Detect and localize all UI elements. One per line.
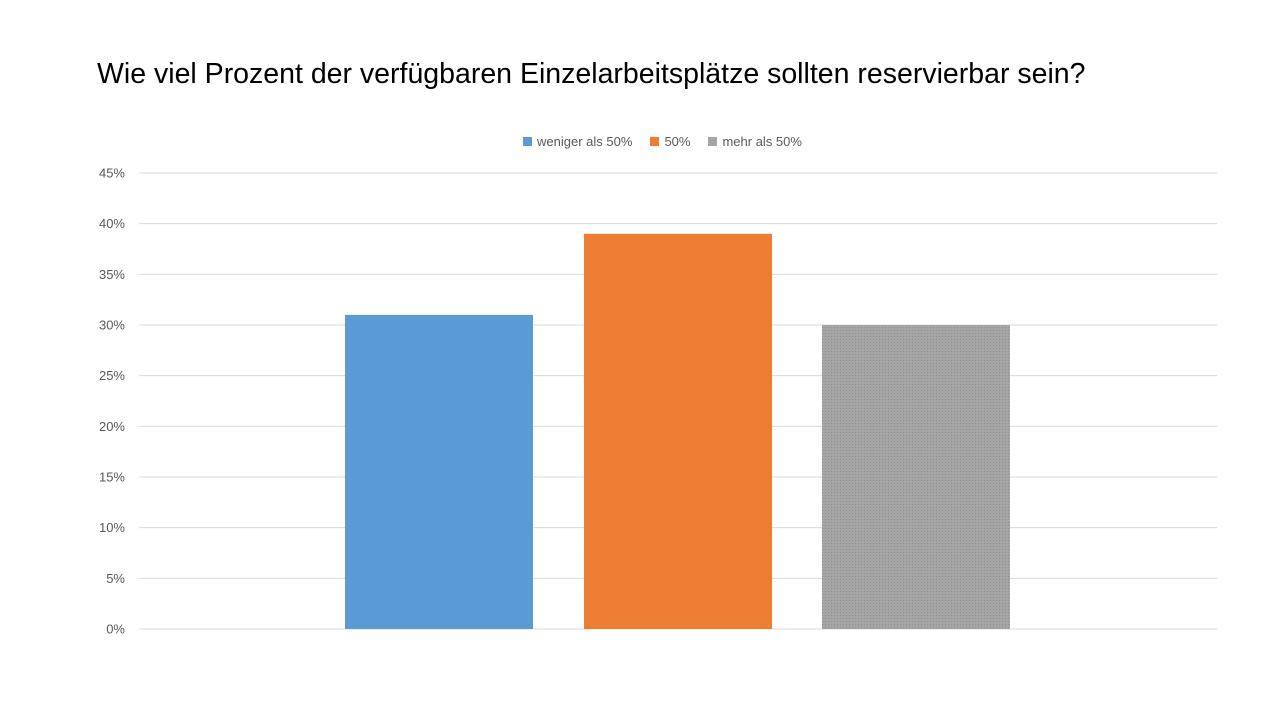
y-tick-label: 30%: [99, 318, 125, 333]
bar-50: [584, 233, 772, 630]
slide-title: Wie viel Prozent der verfügbaren Einzela…: [97, 58, 1086, 90]
y-tick-label: 15%: [99, 470, 125, 485]
legend-label-weniger: weniger als 50%: [537, 134, 633, 149]
y-tick-label: 20%: [99, 419, 125, 434]
legend-label-mehr: mehr als 50%: [722, 134, 802, 149]
legend-item-weniger: weniger als 50%: [523, 134, 632, 149]
legend-swatch-weniger: [523, 137, 533, 146]
legend-item-mehr: mehr als 50%: [708, 134, 802, 149]
y-tick-label: 40%: [99, 216, 125, 231]
y-tick-label: 5%: [106, 571, 125, 586]
y-tick-label: 0%: [106, 622, 125, 637]
legend-swatch-mehr: [708, 137, 718, 146]
legend-label-50: 50%: [664, 134, 691, 149]
y-tick-label: 45%: [99, 166, 125, 181]
chart-legend: weniger als 50% 50% mehr als 50%: [0, 134, 1280, 149]
bar-weniger-als-50: [345, 314, 533, 629]
legend-swatch-50: [650, 137, 660, 146]
legend-item-50: 50%: [650, 134, 690, 149]
y-tick-label: 25%: [99, 368, 125, 383]
y-tick-label: 35%: [99, 267, 125, 282]
bar-mehr-als-50: [822, 325, 1010, 629]
y-tick-label: 10%: [99, 520, 125, 535]
